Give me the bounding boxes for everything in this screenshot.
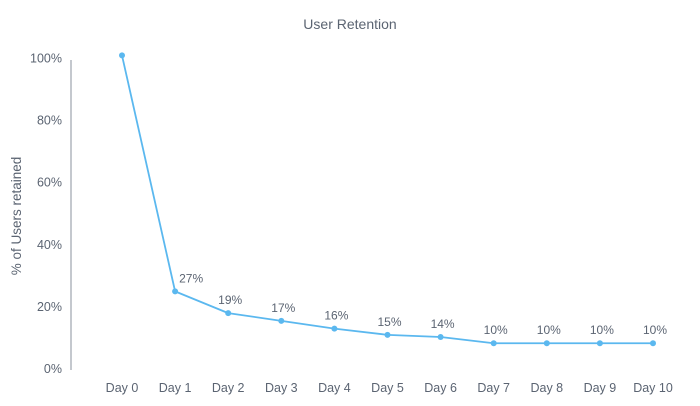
data-label: 10%	[537, 323, 561, 337]
data-point	[596, 340, 603, 347]
x-tick-label: Day 7	[477, 381, 510, 395]
y-tick-label: 80%	[37, 114, 62, 128]
data-label: 27%	[179, 271, 203, 285]
x-tick-label: Day 10	[633, 381, 673, 395]
data-point	[543, 340, 550, 347]
x-tick-label: Day 6	[424, 381, 457, 395]
data-point	[225, 310, 232, 317]
data-point	[384, 331, 391, 338]
x-tick-label: Day 8	[530, 381, 563, 395]
x-tick-label: Day 5	[371, 381, 404, 395]
series-line	[121, 55, 653, 345]
x-tick-label: Day 4	[318, 381, 351, 395]
x-tick-label: Day 9	[584, 381, 617, 395]
data-point	[650, 340, 656, 347]
data-point	[490, 340, 497, 347]
data-label: 10%	[484, 323, 508, 337]
chart-title: User Retention	[303, 16, 396, 32]
data-point	[278, 317, 285, 324]
data-labels: 27% 19% 17% 16% 15% 14% 10% 10% 10% 10%	[179, 271, 667, 337]
data-point	[331, 325, 338, 332]
x-tick-label: Day 2	[212, 381, 245, 395]
data-label: 14%	[431, 317, 455, 331]
data-label: 19%	[218, 293, 242, 307]
data-label: 17%	[271, 301, 295, 315]
data-label: 15%	[377, 315, 401, 329]
x-tick-label: Day 3	[265, 381, 298, 395]
x-tick-label: Day 0	[106, 381, 139, 395]
y-tick-label: 0%	[44, 362, 62, 376]
y-tick-label: 100%	[30, 52, 62, 66]
y-tick-label: 20%	[37, 300, 62, 314]
data-label: 10%	[643, 323, 667, 337]
data-label: 10%	[590, 323, 614, 337]
y-axis-title: % of Users retained	[9, 157, 24, 276]
y-axis-ticks: 0% 20% 40% 60% 80% 100%	[30, 52, 62, 377]
y-tick-label: 40%	[37, 238, 62, 252]
y-tick-label: 60%	[37, 176, 62, 190]
x-tick-label: Day 1	[159, 381, 192, 395]
data-point	[172, 288, 179, 295]
x-axis-ticks: Day 0 Day 1 Day 2 Day 3 Day 4 Day 5 Day 6 Day 7…	[106, 381, 673, 395]
data-point	[119, 52, 125, 59]
data-label: 16%	[324, 309, 348, 323]
data-point	[437, 334, 444, 341]
series-layer	[119, 52, 656, 347]
